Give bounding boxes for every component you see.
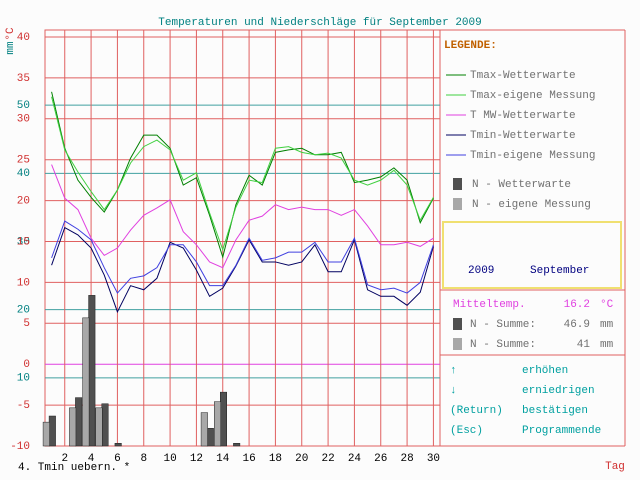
y2-tick-label: 10 — [17, 373, 30, 385]
stat-swatch — [453, 338, 462, 350]
bar — [220, 391, 227, 447]
key-action: bestätigen — [522, 405, 588, 417]
x-tick-label: 26 — [374, 453, 387, 465]
bar — [101, 403, 109, 447]
key-name: (Esc) — [450, 425, 483, 437]
stat-value: 46.9 — [564, 319, 590, 331]
stat-value: 16.2 — [564, 299, 590, 311]
stat-swatch — [453, 318, 462, 330]
y-tick-label: 20 — [17, 196, 30, 208]
y-tick-label: 40 — [17, 32, 30, 44]
legend-entry: Tmax-Wetterwarte — [470, 70, 576, 82]
x-tick-label: 6 — [114, 453, 121, 465]
y-tick-label: 10 — [17, 277, 30, 289]
x-tick-label: 16 — [242, 453, 255, 465]
bar — [88, 295, 96, 447]
bar — [82, 317, 90, 447]
bar — [95, 407, 103, 447]
line — [51, 226, 434, 314]
y-tick-label: 35 — [17, 73, 30, 85]
chart-title: Temperaturen und Niederschläge für Septe… — [158, 17, 481, 29]
legend-swatch — [453, 198, 462, 210]
bar — [233, 443, 241, 447]
bar — [75, 397, 83, 447]
y-tick-label: -10 — [10, 441, 30, 453]
stat-label: N - Summe: — [470, 319, 536, 331]
y-tick-label: 15 — [17, 236, 30, 248]
x-tick-label: 12 — [190, 453, 203, 465]
bar — [48, 415, 56, 447]
bar — [206, 428, 214, 447]
x-tick-label: 30 — [427, 453, 440, 465]
date-box — [442, 221, 622, 289]
key-action: erniedrigen — [522, 385, 595, 397]
bar — [200, 412, 208, 447]
panel-year: 2009 — [468, 265, 494, 277]
x-tick-label: 18 — [269, 453, 282, 465]
legend-entry: N - eigene Messung — [472, 199, 591, 211]
y-tick-label: -5 — [17, 400, 30, 412]
panel-month: September — [530, 265, 589, 277]
legend-swatch — [453, 178, 462, 190]
line — [51, 96, 434, 252]
key-action: erhöhen — [522, 365, 568, 377]
x-tick-label: 20 — [295, 453, 308, 465]
y2-tick-label: 50 — [17, 100, 30, 112]
x-tick-label: 28 — [400, 453, 413, 465]
bar — [69, 407, 77, 447]
y2-tick-label: 30 — [17, 236, 30, 248]
x-tick-label: 24 — [348, 453, 362, 465]
line — [51, 164, 434, 269]
key-action: Programmende — [522, 425, 601, 437]
legend-entry: Tmin-eigene Messung — [470, 150, 595, 162]
stat-unit: mm — [600, 319, 614, 331]
y-tick-label: 5 — [23, 318, 30, 330]
y2-axis-label: mm — [5, 41, 17, 55]
x-tick-label: 4 — [88, 453, 95, 465]
legend-title: LEGENDE: — [444, 40, 497, 52]
y-tick-label: 0 — [23, 359, 30, 371]
bar — [214, 401, 221, 447]
stat-label: Mitteltemp. — [453, 299, 526, 311]
y-tick-label: 25 — [17, 155, 30, 167]
x-tick-label: 22 — [321, 453, 334, 465]
key-name: (Return) — [450, 405, 503, 417]
legend-entry: Tmax-eigene Messung — [470, 90, 595, 102]
stat-label: N - Summe: — [470, 339, 536, 351]
x-tick-label: 14 — [216, 453, 230, 465]
stat-unit: mm — [600, 339, 614, 351]
bar — [114, 443, 122, 447]
x-tick-label: 10 — [163, 453, 176, 465]
key-name: ↑ — [450, 365, 457, 377]
y2-tick-label: 40 — [17, 168, 30, 180]
line — [51, 220, 434, 294]
x-tick-label: 2 — [61, 453, 68, 465]
key-name: ↓ — [450, 385, 457, 397]
y2-tick-label: 20 — [17, 305, 30, 317]
stat-value: 41 — [577, 339, 591, 351]
legend-entry: N - Wetterwarte — [472, 179, 571, 191]
y-tick-label: 30 — [17, 114, 30, 126]
x-tick-label: 8 — [140, 453, 147, 465]
y-axis-label: °C — [5, 27, 17, 41]
legend-entry: Tmin-Wetterwarte — [470, 130, 576, 142]
stat-unit: °C — [600, 299, 614, 311]
bar — [42, 421, 50, 447]
status-line: 4. Tmin uebern. * — [18, 462, 130, 474]
legend-entry: T MW-Wetterwarte — [470, 110, 576, 122]
x-axis-label: Tag — [605, 461, 625, 473]
